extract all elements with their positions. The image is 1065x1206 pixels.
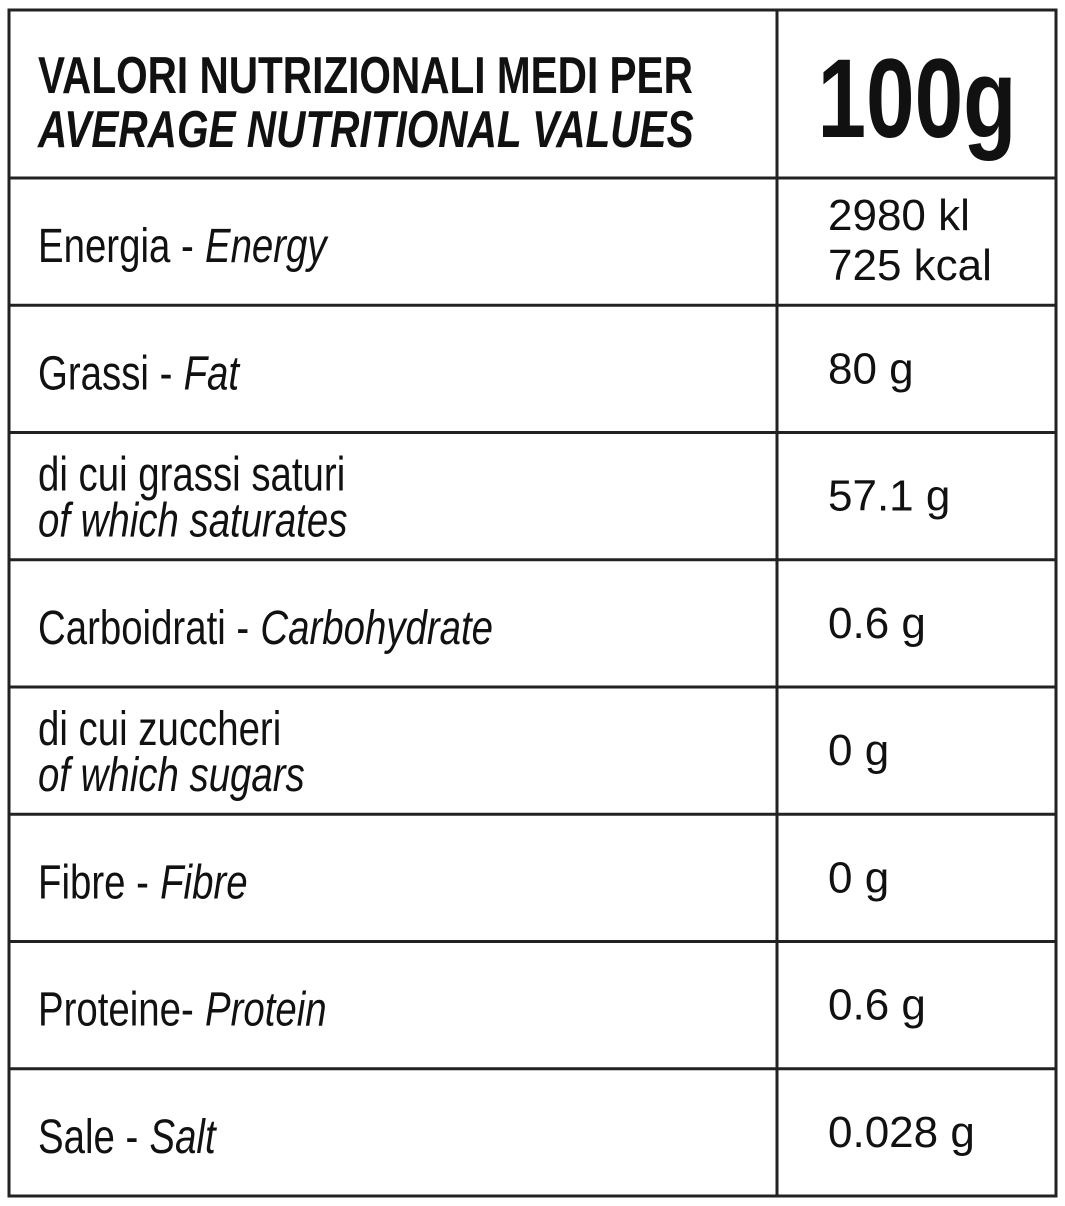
label-it: Carboidrati - (38, 602, 249, 655)
row-label: di cui grassi saturi (38, 449, 345, 502)
row-value: 0.028 g (828, 1108, 975, 1157)
label-en: Carbohydrate (260, 602, 493, 655)
row-label-en: of which saturates (38, 495, 347, 548)
label-en: Energy (205, 220, 329, 273)
row-label: Grassi - Fat (38, 347, 241, 400)
row-label: Sale - Salt (38, 1111, 217, 1164)
label-en: Salt (149, 1111, 217, 1164)
row-value: 2980 kl (828, 191, 970, 240)
row-label: di cui zuccheri (38, 703, 281, 756)
table-border (7, 8, 1058, 1198)
label-en: Fat (184, 347, 241, 400)
label-it: Energia - (38, 220, 194, 273)
header-amount: 100g (817, 37, 1016, 162)
row-value: 0 g (828, 726, 889, 775)
label-it: Grassi - (38, 347, 172, 400)
header-title: VALORI NUTRIZIONALI MEDI PER (38, 46, 693, 104)
row-value: 0.6 g (828, 981, 926, 1030)
row-label: Proteine- Protein (38, 984, 327, 1037)
row-label: Energia - Energy (38, 220, 329, 273)
label-it: Fibre - (38, 856, 149, 909)
label-it: Proteine- (38, 984, 194, 1037)
label-it: Sale - (38, 1111, 138, 1164)
label-en: Protein (205, 984, 327, 1037)
header-subtitle: AVERAGE NUTRITIONAL VALUES (37, 100, 694, 158)
row-label: Fibre - Fibre (38, 856, 248, 909)
row-value: 0 g (828, 853, 889, 902)
label-en: Fibre (160, 856, 247, 909)
row-value: 725 kcal (828, 241, 992, 290)
row-value: 80 g (828, 344, 914, 393)
row-label-en: of which sugars (38, 749, 305, 802)
row-value: 0.6 g (828, 599, 926, 648)
row-value: 57.1 g (828, 472, 950, 521)
row-label: Carboidrati - Carbohydrate (38, 602, 493, 655)
